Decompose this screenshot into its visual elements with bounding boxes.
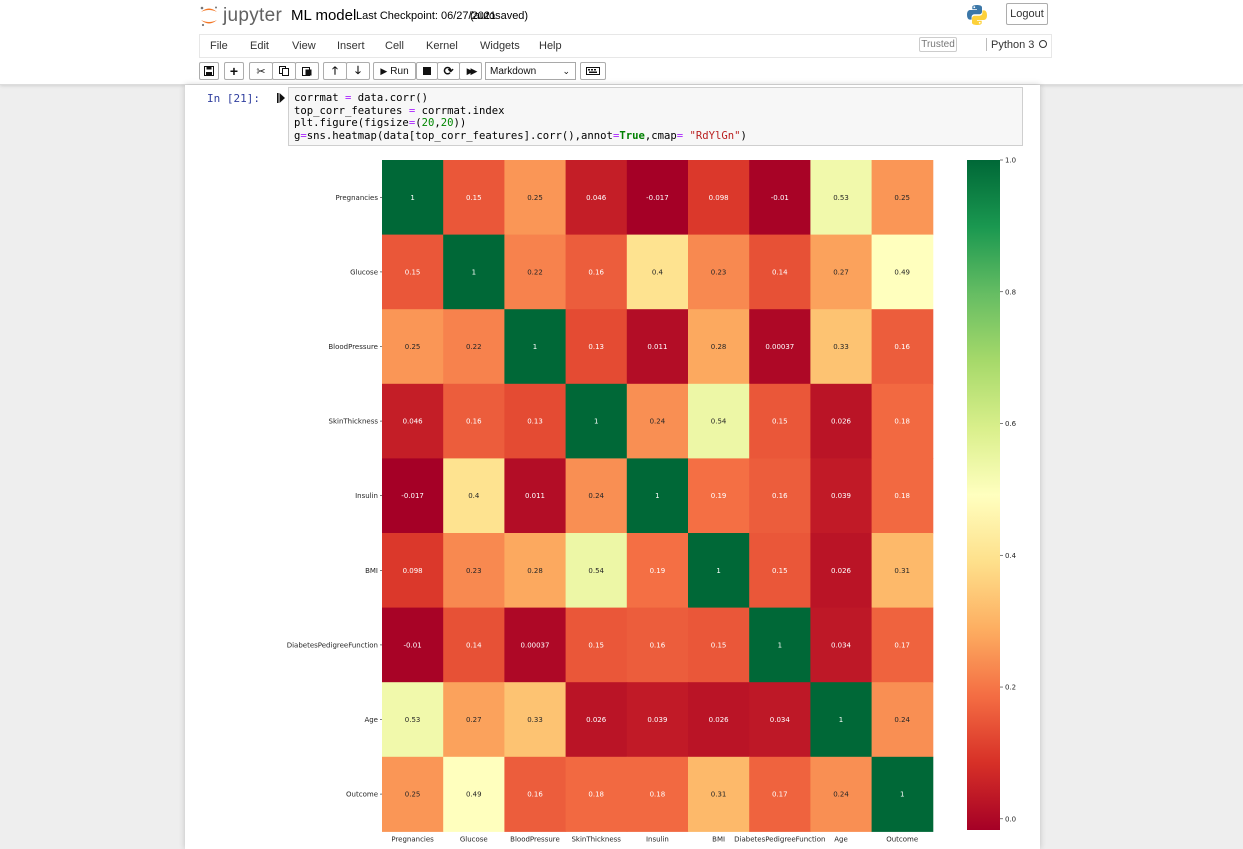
code-token: = [408,117,416,129]
copy-button[interactable] [272,62,296,80]
save-button[interactable] [199,62,219,80]
code-token: ,cmap [644,129,677,142]
code-token: True [619,129,645,142]
menu-bar: File Edit View Insert Cell Kernel Widget… [199,34,1052,58]
code-line: corrmat = data.corr() [294,92,1017,105]
code-token: 20 [440,117,454,129]
stop-icon [423,67,431,75]
code-line: top_corr_features = corrmat.index [294,105,1017,118]
restart-icon: ⟳ [443,64,454,78]
autosave-status: (autosaved) [470,10,529,22]
run-label: Run [390,65,409,77]
chevron-down-icon: ⌄ [562,66,570,76]
code-token: 20 [421,117,435,129]
command-palette-button[interactable] [580,62,606,80]
move-down-button[interactable]: 🡓 [346,62,370,80]
restart-run-all-button[interactable]: ▶▶ [459,62,482,80]
code-line: plt.figure(figsize=(20,20)) [294,117,1017,130]
code-token: "RdYlGn" [689,129,741,142]
notebook-container [185,85,1040,849]
code-token: = [612,129,620,142]
notebook-name[interactable]: ML model [291,7,357,24]
code-token: ( [415,117,422,129]
cell-type-value: Markdown [490,65,537,77]
menu-insert[interactable]: Insert [337,40,365,52]
code-token: g [294,129,301,142]
jupyter-wordmark: jupyter [223,5,283,26]
code-token: corrmat [294,92,346,104]
paste-icon [302,67,312,76]
run-button[interactable]: ▶ Run [373,62,416,80]
run-icon: ▶ [380,65,388,76]
keyboard-icon [586,67,600,75]
kernel-name: Python 3 [991,39,1035,51]
menu-widgets[interactable]: Widgets [480,40,520,52]
kernel-separator [986,38,987,51]
notebook-header: jupyter ML model Last Checkpoint: 06/27/… [0,0,1243,85]
code-token: sns.heatmap(data[top_corr_features].corr… [306,129,613,142]
kernel-idle-icon [1039,40,1047,48]
arrow-up-icon: 🡑 [332,64,338,77]
move-up-button[interactable]: 🡑 [323,62,347,80]
plus-icon: + [229,63,239,79]
insert-cell-button[interactable]: + [224,62,244,80]
menu-help[interactable]: Help [539,40,562,52]
fast-forward-icon: ▶▶ [466,65,478,76]
code-token: = [408,104,416,117]
trusted-badge[interactable]: Trusted [919,37,957,52]
jupyter-icon [200,6,217,27]
copy-icon [279,66,289,76]
code-token: , [434,117,441,129]
save-icon [204,66,214,76]
cell-type-select[interactable]: Markdown ⌄ [485,62,576,80]
code-token: corrmat.index [415,104,505,117]
cell-run-icon[interactable] [277,93,285,103]
code-token: )) [453,117,467,129]
code-cell-input[interactable]: corrmat = data.corr() top_corr_features … [288,87,1023,146]
cell-prompt: In [21]: [207,92,260,105]
code-token: ) [740,129,747,142]
menu-kernel[interactable]: Kernel [426,40,458,52]
code-token: = [345,92,352,104]
code-token: = [676,129,684,142]
menu-edit[interactable]: Edit [250,40,269,52]
paste-button[interactable] [295,62,319,80]
code-token: data.corr() [351,92,428,104]
cut-icon: ✂ [256,65,266,78]
menu-cell[interactable]: Cell [385,40,404,52]
code-token: top_corr_features [294,104,409,117]
restart-button[interactable]: ⟳ [437,62,460,80]
code-line: g=sns.heatmap(data[top_corr_features].co… [294,130,1017,143]
cut-button[interactable]: ✂ [249,62,273,80]
menu-file[interactable]: File [210,40,228,52]
last-checkpoint: Last Checkpoint: 06/27/2021 [356,10,497,22]
menu-view[interactable]: View [292,40,316,52]
code-token: plt.figure(figsize [294,117,409,129]
jupyter-logo[interactable]: jupyter [199,5,282,27]
arrow-down-icon: 🡓 [355,64,361,77]
python-logo-icon [967,5,987,25]
interrupt-button[interactable] [416,62,438,80]
logout-button[interactable]: Logout [1006,3,1048,25]
code-token: = [300,129,307,142]
